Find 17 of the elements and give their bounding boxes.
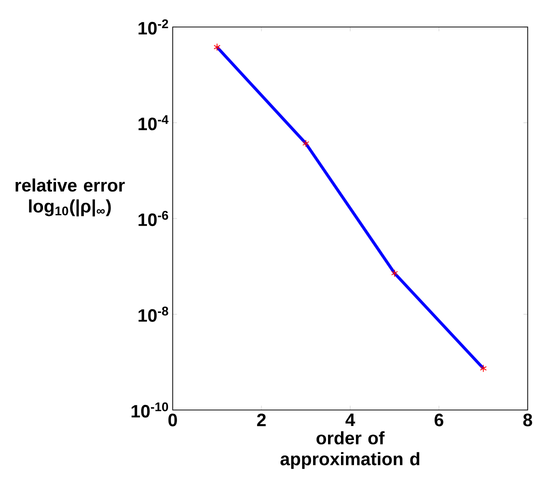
point [302,140,310,148]
x-tick-label: 0 [168,414,177,426]
point [391,269,398,278]
x-tick-label: 8 [523,414,532,426]
x-tick-label: 4 [345,414,356,426]
y-tick-label: 10$^{-10}$ [132,402,168,418]
y-tick-label: 10$^{-8}$ [138,306,168,322]
y-tick-label: 10$^{-2}$ [138,19,168,35]
x-tick-label: 2 [257,414,266,426]
y-axis-title: relative error log$_{10}$(|ρ|$_{∞}$) [16,178,125,216]
x-tick-label: 6 [434,414,444,426]
y-tick-label: 10$^{-4}$ [138,115,169,130]
point [214,43,220,52]
line-series [216,46,485,370]
point [480,364,487,372]
x-axis-title: order of approximation d [280,431,420,469]
y-tick-label: 10$^{-6}$ [138,210,168,226]
